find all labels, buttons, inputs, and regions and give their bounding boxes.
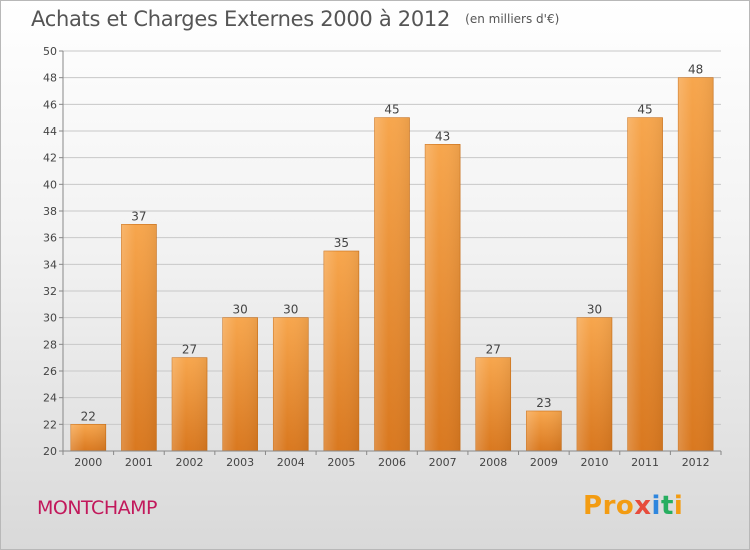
chart-unit: (en milliers d'€) <box>465 12 560 26</box>
y-tick-label: 36 <box>43 232 57 245</box>
y-tick-label: 22 <box>43 418 57 431</box>
bar-shine-2000 <box>70 424 106 451</box>
x-tick-label-2008: 2008 <box>479 456 507 469</box>
y-tick-label: 30 <box>43 312 57 325</box>
bar-shine-2008 <box>475 357 511 451</box>
y-tick-label: 20 <box>43 445 57 458</box>
logo-letter: o <box>615 491 635 521</box>
value-label-2006: 45 <box>384 103 399 117</box>
chart-title: Achats et Charges Externes 2000 à 2012 <box>31 7 451 31</box>
bar-shine-2001 <box>121 224 157 451</box>
logo-letter: t <box>660 491 674 521</box>
bar-shine-2003 <box>222 317 258 451</box>
bar-shine-2009 <box>526 411 562 451</box>
value-label-2003: 30 <box>233 303 248 317</box>
y-tick-label: 24 <box>43 392 57 405</box>
value-label-2001: 37 <box>131 209 146 223</box>
x-tick-label-2001: 2001 <box>125 456 153 469</box>
logo-letter: i <box>673 491 684 521</box>
value-label-2007: 43 <box>435 129 450 143</box>
bar-shine-2005 <box>323 251 359 451</box>
value-label-2012: 48 <box>688 63 703 77</box>
logo-letter: x <box>634 491 652 521</box>
x-tick-label-2009: 2009 <box>530 456 558 469</box>
value-label-2009: 23 <box>536 396 551 410</box>
commune-name: MONTCHAMP <box>37 497 157 519</box>
logo-letter: r <box>602 491 616 521</box>
value-label-2000: 22 <box>81 409 96 423</box>
bar-shine-2002 <box>172 357 208 451</box>
title-row: Achats et Charges Externes 2000 à 2012 (… <box>31 7 559 31</box>
logo-letter: P <box>583 491 603 521</box>
y-tick-label: 28 <box>43 338 57 351</box>
value-label-2005: 35 <box>334 236 349 250</box>
x-tick-label-2006: 2006 <box>378 456 406 469</box>
y-tick-label: 38 <box>43 205 57 218</box>
proxiti-logo: Proxiti <box>583 491 683 521</box>
y-tick-label: 50 <box>43 45 57 58</box>
x-tick-label-2002: 2002 <box>176 456 204 469</box>
x-tick-label-2000: 2000 <box>74 456 102 469</box>
y-tick-label: 34 <box>43 258 57 271</box>
x-tick-label-2005: 2005 <box>327 456 355 469</box>
logo-letter: i <box>651 491 661 521</box>
x-tick-label-2003: 2003 <box>226 456 254 469</box>
x-axis: 2000 2001 2002 2003 2004 2005 2006 2007 2008 2009… <box>62 450 722 469</box>
bar-shine-2010 <box>576 317 612 451</box>
bars <box>70 77 714 452</box>
y-tick-label: 44 <box>43 125 57 138</box>
value-label-2008: 27 <box>486 343 501 357</box>
y-tick-label: 40 <box>43 178 57 191</box>
value-labels: 22 37 27 30 30 35 45 43 27 23 30 45 48 <box>81 63 704 424</box>
y-tick-label: 48 <box>43 72 57 85</box>
x-tick-label-2004: 2004 <box>277 456 305 469</box>
bar-shine-2012 <box>678 77 714 452</box>
value-label-2010: 30 <box>587 303 602 317</box>
bar-shine-2006 <box>374 117 410 452</box>
y-axis: 20 22 24 26 28 30 32 34 36 38 40 42 44 46 48 50 <box>43 45 64 458</box>
bar-shine-2007 <box>425 144 461 452</box>
y-tick-label: 26 <box>43 365 57 378</box>
y-tick-label: 46 <box>43 98 57 111</box>
x-tick-label-2010: 2010 <box>580 456 608 469</box>
value-label-2011: 45 <box>637 103 652 117</box>
y-tick-label: 32 <box>43 285 57 298</box>
value-label-2004: 30 <box>283 303 298 317</box>
x-tick-label-2007: 2007 <box>429 456 457 469</box>
y-tick-label: 42 <box>43 152 57 165</box>
x-tick-label-2012: 2012 <box>682 456 710 469</box>
x-tick-label-2011: 2011 <box>631 456 659 469</box>
bar-shine-2011 <box>627 117 663 452</box>
value-label-2002: 27 <box>182 343 197 357</box>
bar-shine-2004 <box>273 317 309 451</box>
bar-chart: 20 22 24 26 28 30 32 34 36 38 40 42 44 46 48 50 22 37 27 3… <box>43 45 722 469</box>
